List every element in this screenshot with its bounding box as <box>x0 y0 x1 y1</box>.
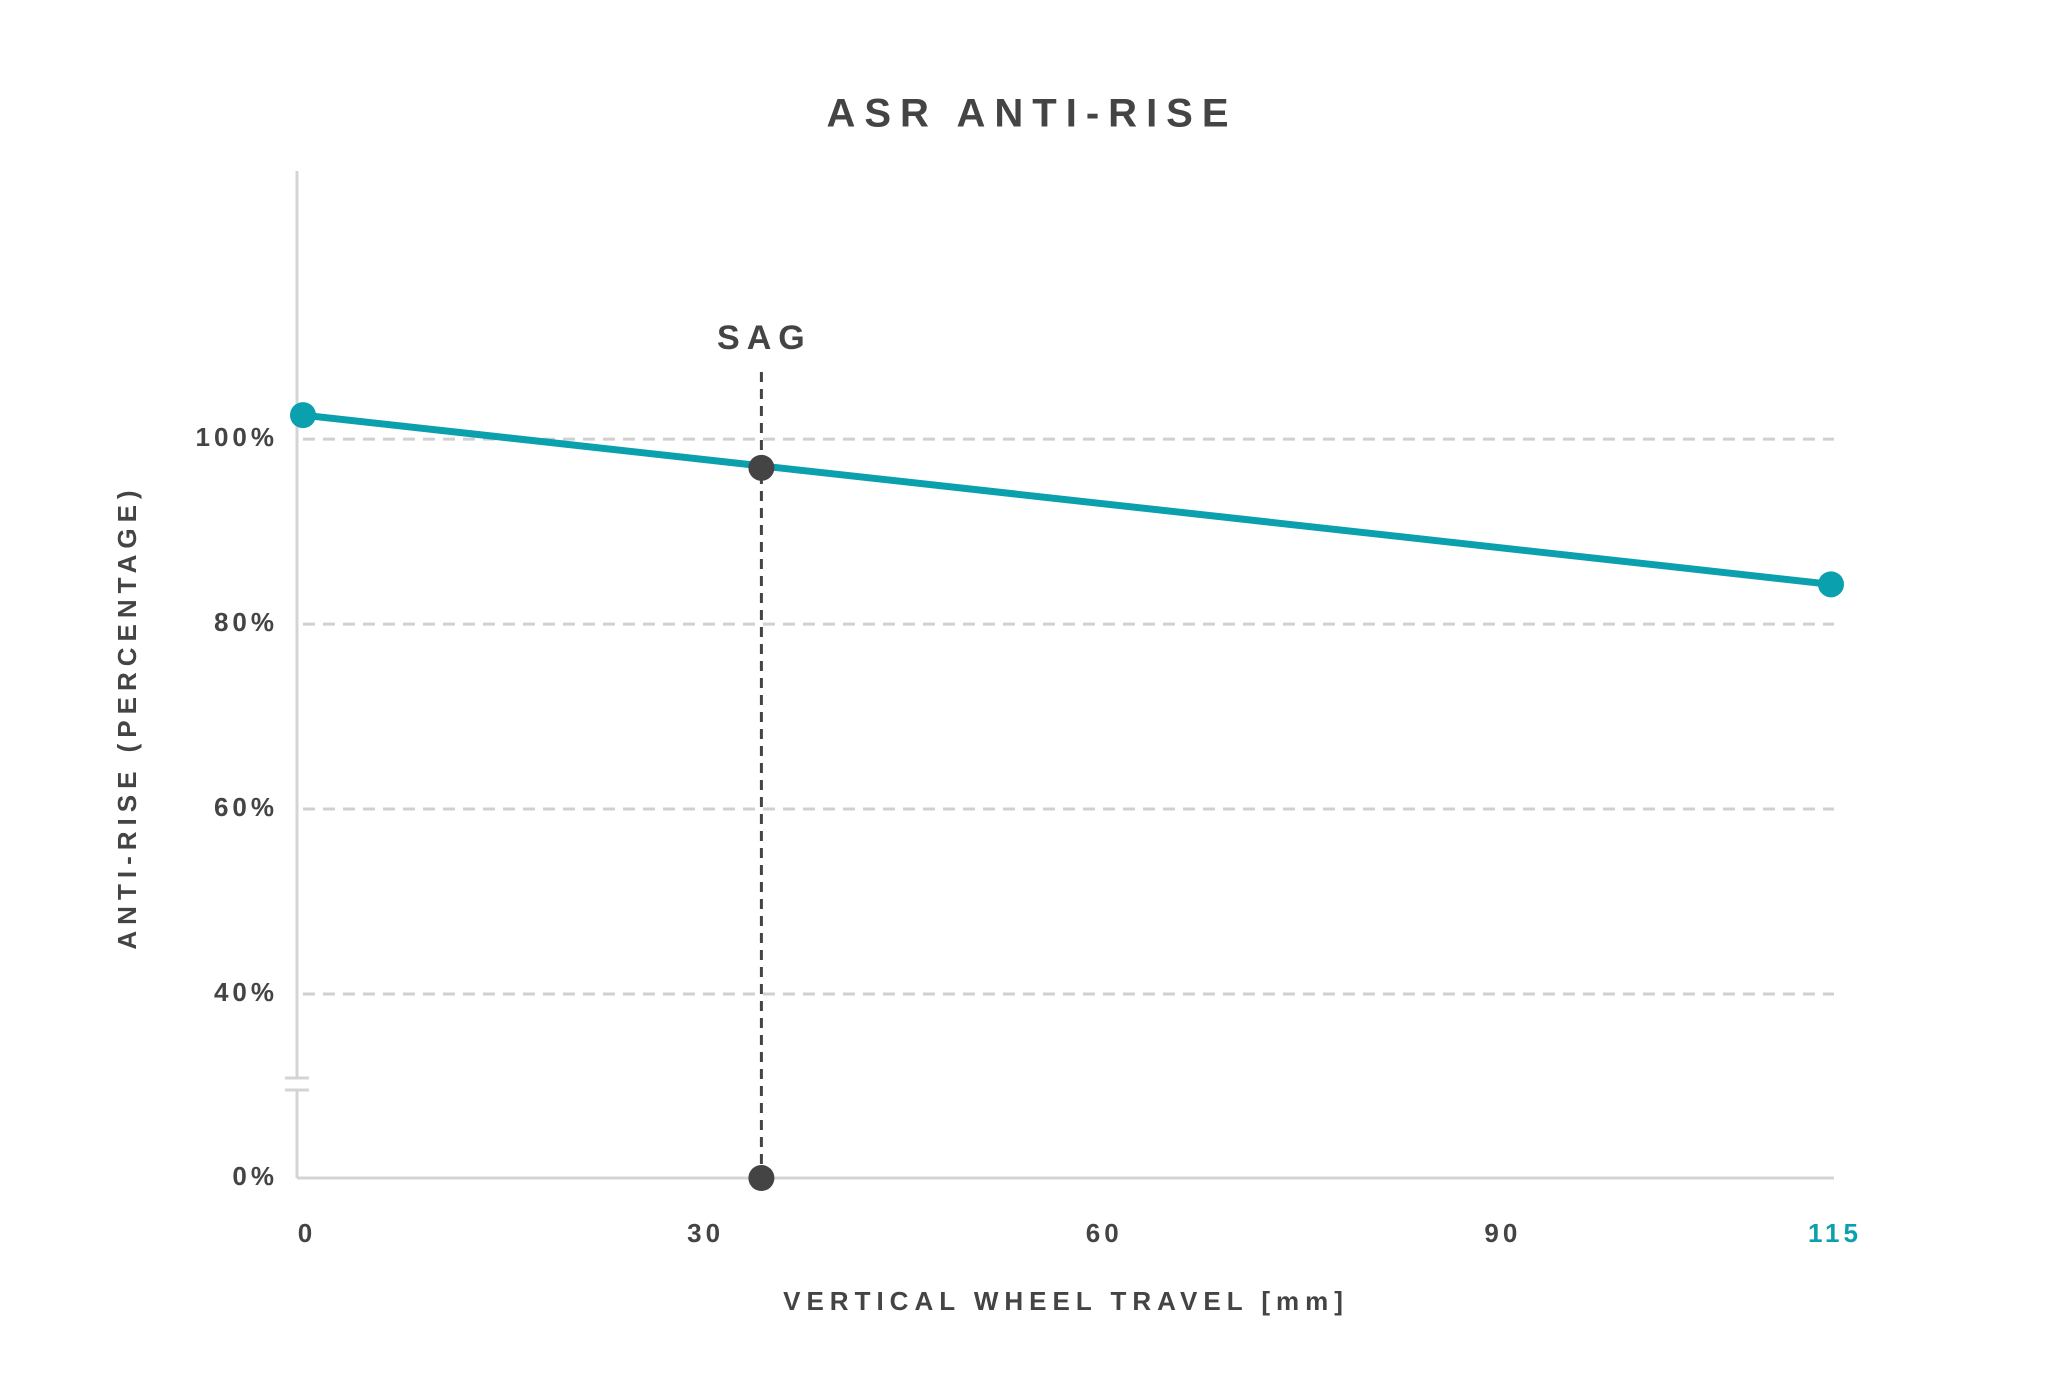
y-tick-label: 60% <box>214 792 278 822</box>
x-tick-label: 115 <box>1808 1218 1862 1248</box>
x-tick-label: 90 <box>1484 1218 1521 1248</box>
x-axis-label: VERTICAL WHEEL TRAVEL [mm] <box>783 1286 1349 1316</box>
sag-label: SAG <box>717 319 812 357</box>
sag-point <box>748 1165 775 1191</box>
y-tick-label: 80% <box>214 607 278 637</box>
sag-point <box>748 454 775 481</box>
y-tick-label: 0% <box>232 1161 278 1191</box>
x-tick-label: 30 <box>687 1218 724 1248</box>
series-point <box>1818 571 1844 598</box>
y-tick-label: 40% <box>214 977 278 1007</box>
y-tick-label: 100% <box>196 422 279 452</box>
y-axis-label: ANTI-RISE (PERCENTAGE) <box>112 484 142 949</box>
series-point <box>290 402 316 429</box>
x-tick-label: 0 <box>298 1218 316 1248</box>
series-line <box>302 411 1832 588</box>
chart-title: ASR ANTI-RISE <box>826 92 1237 136</box>
x-tick-label: 60 <box>1086 1218 1123 1248</box>
